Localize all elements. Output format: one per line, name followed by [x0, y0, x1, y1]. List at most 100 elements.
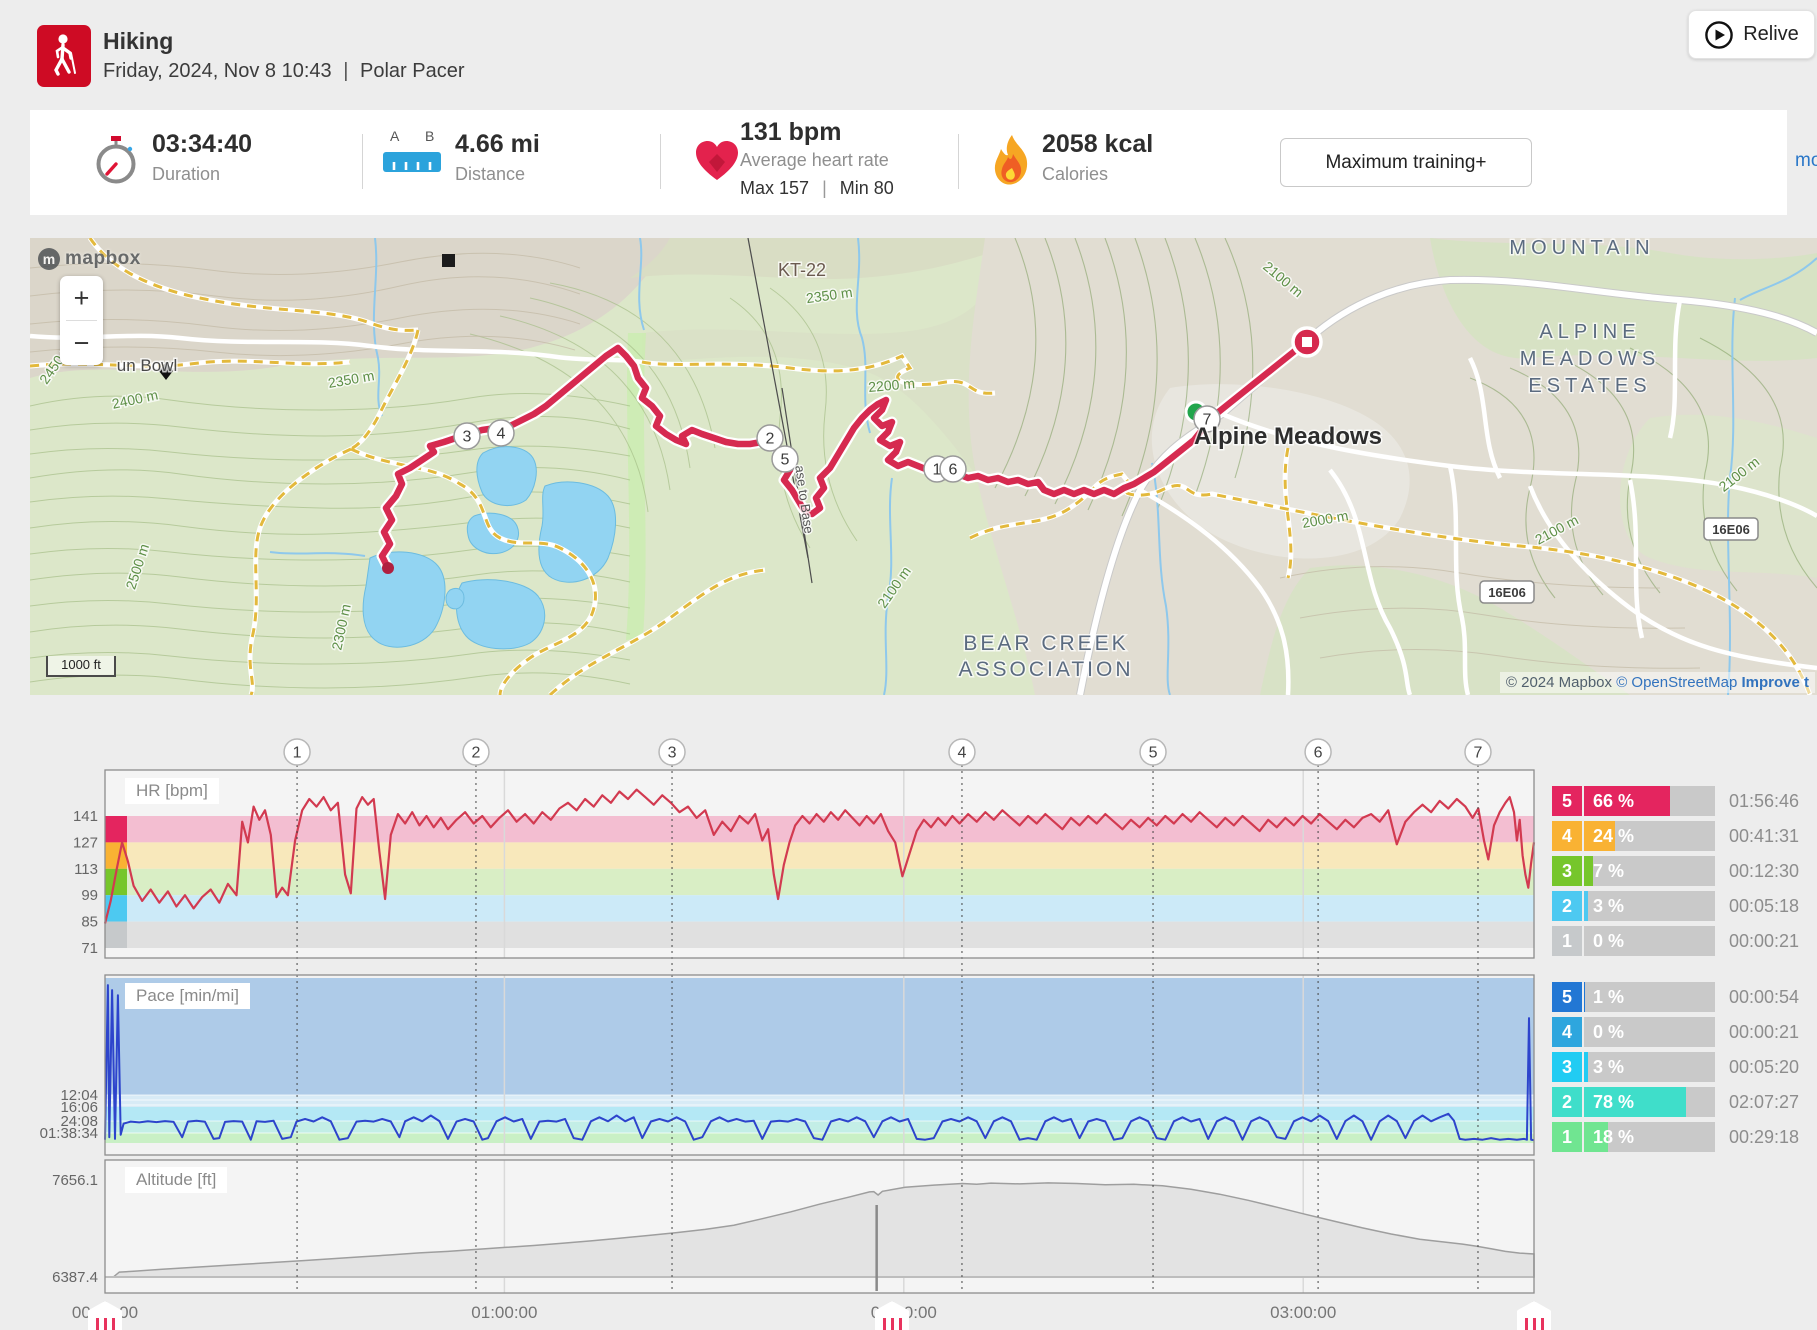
- lap-number-circle[interactable]: [462, 738, 490, 766]
- hr-zone-band-chip: [105, 816, 127, 843]
- zone-percent-fill: [1584, 891, 1588, 921]
- route-marker[interactable]: 3: [453, 422, 481, 450]
- zone-number-chip: 1: [1552, 926, 1582, 956]
- lap-markers: 1 2 3 4 5 6 7: [283, 738, 1492, 1293]
- zone-percent-fill: [1584, 1087, 1687, 1117]
- route: [376, 336, 1313, 574]
- zoom-divider: [66, 320, 97, 321]
- duration-value: 03:34:40: [152, 130, 253, 158]
- pace-zone-row: 2 78 % 02:07:27: [1552, 1087, 1812, 1117]
- svg-text:6: 6: [949, 462, 958, 479]
- zoom-out-button[interactable]: −: [73, 328, 90, 358]
- zone-percent-bar: 24 %: [1584, 821, 1715, 851]
- zone-time: 00:12:30: [1729, 861, 1800, 881]
- map-zoom-control: + −: [60, 276, 103, 365]
- lap-number-circle[interactable]: [658, 738, 686, 766]
- zone-number-chip: 1: [1552, 1122, 1582, 1152]
- axis-tick: 99: [81, 887, 98, 904]
- play-icon: [1705, 20, 1734, 49]
- zone-number-chip: 5: [1552, 982, 1582, 1012]
- zone-time: 00:05:18: [1729, 896, 1800, 916]
- zone-number-chip: 4: [1552, 821, 1582, 851]
- zone-percent-bar: 7 %: [1584, 856, 1715, 886]
- finish-marker: [1291, 326, 1323, 358]
- lap-number-circle[interactable]: [948, 738, 976, 766]
- zone-time: 00:00:21: [1729, 1022, 1800, 1042]
- route-marker[interactable]: 5: [771, 445, 799, 473]
- zone-number-chip: 2: [1552, 1087, 1582, 1117]
- zone-percent-bar: 3 %: [1584, 1052, 1715, 1082]
- road-badges: 16E06 16E06: [1479, 517, 1759, 604]
- ruler-icon: [383, 152, 441, 172]
- attribution-improve-link[interactable]: Improve t: [1741, 674, 1809, 691]
- relive-label: Relive: [1743, 23, 1799, 45]
- map-label: BEAR CREEK: [963, 632, 1128, 655]
- lap-number: 7: [1474, 745, 1483, 762]
- altitude-panel-label: Altitude [ft]: [125, 1167, 228, 1193]
- svg-text:5: 5: [781, 452, 790, 469]
- route-marker[interactable]: 2: [756, 424, 784, 452]
- zone-percent-fill: [1584, 982, 1586, 1012]
- hiking-sport-icon: [37, 25, 91, 87]
- zone-percent-bar: 78 %: [1584, 1087, 1715, 1117]
- zone-percent-fill: [1584, 856, 1594, 886]
- axis-tick: 01:38:34: [40, 1125, 98, 1142]
- attribution-mapbox[interactable]: © 2024 Mapbox: [1505, 674, 1613, 691]
- lap-number-circle[interactable]: [1304, 738, 1332, 766]
- zone-time: 00:00:21: [1729, 931, 1800, 951]
- training-benefit-button[interactable]: Maximum training+: [1280, 138, 1532, 187]
- route-marker[interactable]: 7: [1193, 405, 1221, 433]
- analysis-charts: 1 2 3 4 5 6 7 141 127 113 99 85 71 12:04 16:06 24:08 01:…: [30, 735, 1817, 1330]
- map-label: MEADOWS: [1520, 348, 1661, 370]
- lap-number-circle[interactable]: [1139, 738, 1167, 766]
- zone-number-chip: 3: [1552, 856, 1582, 886]
- terrain-contours: [30, 238, 1817, 689]
- zone-number-chip: 5: [1552, 786, 1582, 816]
- heart-icon: [696, 141, 738, 180]
- hr-min: Min 80: [839, 178, 894, 198]
- map-label: KT-22: [778, 260, 826, 280]
- charts-canvas[interactable]: 1 2 3 4 5 6 714112711399857112:0416:0624:0801:…: [30, 735, 1817, 1330]
- route-marker[interactable]: 6: [939, 455, 967, 483]
- lap-number: 5: [1149, 745, 1158, 762]
- hiker-pictogram: [54, 34, 76, 76]
- hr-zones-legend: 5 66 % 01:56:46 4 24 % 00:41:31 3 7 % 00:12:30 2 3…: [1552, 786, 1812, 961]
- zone-percent-bar: 0 %: [1584, 1017, 1715, 1047]
- hr-max-min: Max 157 | Min 80: [740, 178, 894, 199]
- subtitle-separator: |: [343, 60, 349, 82]
- lap-number: 3: [668, 745, 677, 762]
- activity-datetime: Friday, 2024, Nov 8 10:43: [103, 60, 332, 82]
- relive-button[interactable]: Relive: [1688, 10, 1815, 59]
- hr-max: Max 157: [740, 178, 810, 198]
- lap-number: 2: [472, 745, 481, 762]
- lap-number-circle[interactable]: [1464, 738, 1492, 766]
- altitude-panel: [104, 1160, 1535, 1293]
- zone-percent-label: 0 %: [1593, 1022, 1625, 1042]
- road-shield-badge: 16E06: [1703, 517, 1759, 541]
- map-label: Alpine Meadows: [1194, 423, 1382, 450]
- attribution-osm[interactable]: © OpenStreetMap: [1616, 674, 1738, 691]
- zone-percent-bar: 3 %: [1584, 891, 1715, 921]
- more-link[interactable]: mo: [1795, 150, 1817, 171]
- svg-text:2: 2: [766, 431, 775, 448]
- zone-percent-label: 78 %: [1593, 1092, 1635, 1112]
- route-lap-markers: 3 4 251 67: [453, 405, 1221, 483]
- pace-zone-row: 5 1 % 00:00:54: [1552, 982, 1812, 1012]
- zoom-in-button[interactable]: +: [73, 283, 90, 313]
- hr-zone-row: 4 24 % 00:41:31: [1552, 821, 1812, 851]
- pace-panel-label: Pace [min/mi]: [125, 983, 250, 1009]
- zone-time: 00:41:31: [1729, 826, 1800, 846]
- zone-percent-bar: 66 %: [1584, 786, 1715, 816]
- lap-number-circle[interactable]: [283, 738, 311, 766]
- calories-value: 2058 kcal: [1042, 130, 1154, 158]
- mapbox-logo[interactable]: m mapbox: [38, 248, 141, 270]
- duration-label: Duration: [152, 164, 221, 184]
- svg-text:4: 4: [497, 426, 506, 443]
- zone-time: 00:00:54: [1729, 987, 1800, 1007]
- time-axis-label: 01:00:00: [471, 1303, 537, 1322]
- map-attribution: © 2024 Mapbox © OpenStreetMap Improve t: [1499, 672, 1815, 693]
- route-marker[interactable]: 4: [487, 419, 515, 447]
- pace-zone-row: 4 0 % 00:00:21: [1552, 1017, 1812, 1047]
